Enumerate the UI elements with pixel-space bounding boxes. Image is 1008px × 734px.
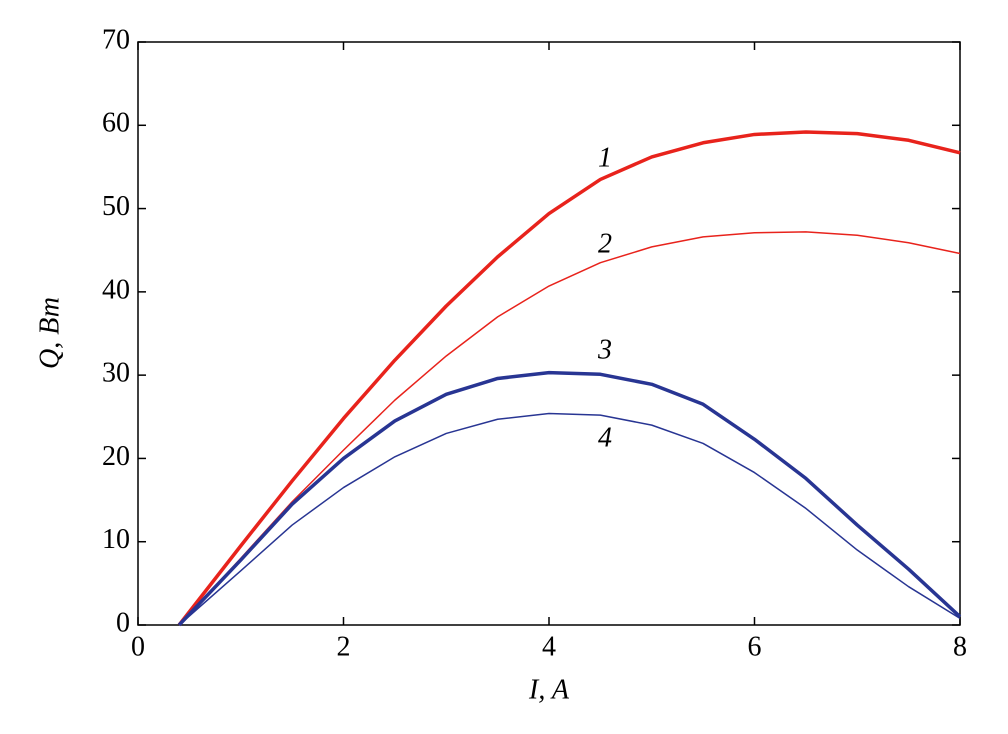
x-tick-label: 0 xyxy=(131,631,145,662)
y-tick-label: 20 xyxy=(102,441,130,472)
series-label: 4 xyxy=(598,422,612,453)
y-axis-label: Q, Вт xyxy=(34,297,65,369)
x-axis-label: I, A xyxy=(528,674,570,705)
series-line xyxy=(178,231,961,626)
series-label: 2 xyxy=(598,228,612,259)
y-tick-label: 10 xyxy=(102,524,130,555)
y-tick-label: 0 xyxy=(116,607,130,638)
series-label: 1 xyxy=(598,142,612,173)
y-tick-label: 50 xyxy=(102,191,130,222)
y-tick-label: 70 xyxy=(102,24,130,55)
x-tick-label: 4 xyxy=(542,631,556,662)
y-tick-label: 30 xyxy=(102,358,130,389)
series-line xyxy=(177,130,961,627)
y-tick-label: 40 xyxy=(102,274,130,305)
series-line xyxy=(178,412,961,626)
series-line xyxy=(177,370,962,627)
series-label: 3 xyxy=(597,334,612,365)
x-tick-label: 2 xyxy=(337,631,351,662)
x-tick-label: 8 xyxy=(953,631,967,662)
y-tick-label: 60 xyxy=(102,108,130,139)
x-tick-label: 6 xyxy=(748,631,762,662)
